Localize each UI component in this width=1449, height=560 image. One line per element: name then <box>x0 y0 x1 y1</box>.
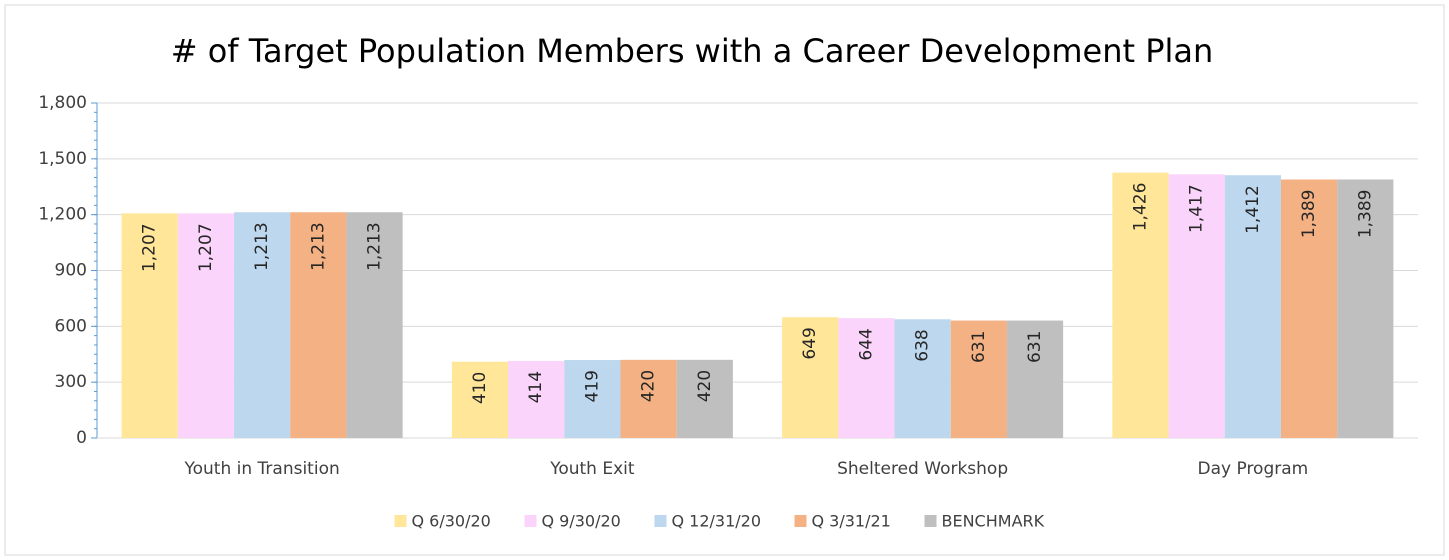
bar <box>1224 175 1281 438</box>
value-label: 1,412 <box>1243 185 1263 234</box>
y-tick-label: 1,500 <box>38 149 87 169</box>
bar <box>234 212 291 438</box>
y-tick-label: 1,800 <box>38 93 87 113</box>
x-tick-label: Youth in Transition <box>183 459 339 479</box>
value-label: 1,213 <box>252 222 272 271</box>
value-label: 414 <box>526 371 546 403</box>
y-tick-label: 600 <box>55 316 87 336</box>
bar <box>1112 172 1169 438</box>
bar <box>346 212 403 438</box>
x-tick-label: Youth Exit <box>549 459 635 479</box>
y-tick-label: 0 <box>76 428 87 448</box>
legend-label: Q 12/31/20 <box>672 512 762 531</box>
legend-label: BENCHMARK <box>942 512 1045 531</box>
value-label: 1,389 <box>1299 189 1319 238</box>
legend-swatch <box>924 515 937 527</box>
legend-swatch <box>394 515 407 527</box>
bar <box>508 360 565 438</box>
y-tick-label: 1,200 <box>38 205 87 225</box>
value-label: 419 <box>582 370 602 402</box>
legend-swatch <box>654 515 667 527</box>
y-tick-label: 300 <box>55 372 87 392</box>
value-label: 1,213 <box>365 222 385 271</box>
bar <box>1006 320 1064 438</box>
value-label: 1,389 <box>1355 189 1375 238</box>
bar <box>1337 179 1394 438</box>
chart-title: # of Target Population Members with a Ca… <box>171 32 1214 70</box>
value-label: 631 <box>1025 331 1045 363</box>
x-tick-label: Day Program <box>1198 459 1309 479</box>
value-label: 1,213 <box>308 222 328 271</box>
bar <box>782 317 839 438</box>
value-label: 631 <box>969 331 989 363</box>
legend-swatch <box>794 515 807 527</box>
value-label: 1,207 <box>140 223 160 272</box>
value-label: 410 <box>470 372 490 404</box>
bar <box>121 213 178 438</box>
x-tick-label: Sheltered Workshop <box>837 459 1008 479</box>
legend-label: Q 9/30/20 <box>542 512 621 531</box>
bar <box>1280 179 1338 438</box>
bar <box>620 359 677 438</box>
value-label: 1,417 <box>1187 184 1207 233</box>
bar <box>177 213 235 438</box>
bar <box>290 212 347 438</box>
value-label: 638 <box>913 329 933 361</box>
bar <box>451 361 509 438</box>
legend-label: Q 6/30/20 <box>412 512 491 531</box>
y-tick-label: 900 <box>55 261 87 281</box>
legend-label: Q 3/31/21 <box>812 512 891 531</box>
value-label: 644 <box>856 328 876 360</box>
bar <box>894 319 951 438</box>
value-label: 420 <box>695 370 715 402</box>
bar <box>676 359 733 438</box>
value-label: 649 <box>800 327 820 359</box>
value-label: 420 <box>639 370 659 402</box>
legend-swatch <box>524 515 537 527</box>
bar <box>950 320 1007 438</box>
value-label: 1,426 <box>1130 183 1150 232</box>
bar <box>1168 174 1225 438</box>
value-label: 1,207 <box>196 223 216 272</box>
bar <box>838 318 895 438</box>
bar <box>564 360 621 438</box>
